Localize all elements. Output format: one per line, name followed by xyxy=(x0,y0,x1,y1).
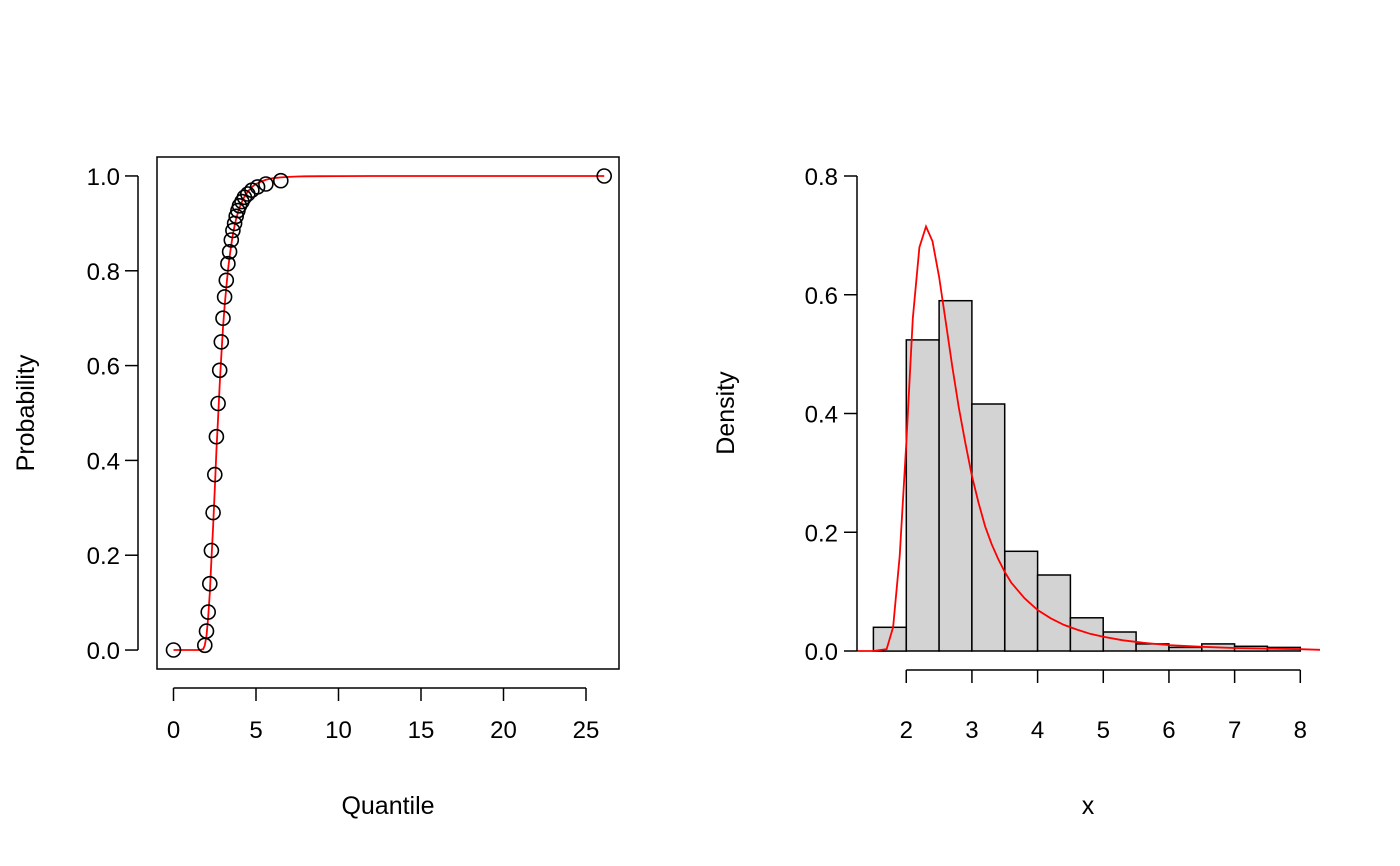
histogram-y-axis: 0.0 0.2 0.4 0.6 0.8 xyxy=(805,164,858,666)
histogram-bar xyxy=(905,339,940,652)
cdf-point xyxy=(231,198,248,214)
histogram-y-tick-label: 0.6 xyxy=(805,283,838,310)
histogram-bar xyxy=(1069,617,1104,652)
histogram-panel: 2 3 4 5 6 7 8 0.0 0.2 0.4 0.6 0.8 x Density xyxy=(712,164,1321,820)
cdf-point xyxy=(596,168,613,184)
histogram-x-tick-label: 3 xyxy=(965,717,978,744)
cdf-panel: 0 5 10 15 20 25 0.0 0.2 0.4 0.6 0.8 1.0 Quantile P… xyxy=(12,156,620,820)
cdf-point xyxy=(221,244,238,260)
cdf-fitted-curve xyxy=(173,175,605,651)
histogram-x-tick-label: 5 xyxy=(1097,717,1110,744)
histogram-bar xyxy=(1168,646,1203,652)
cdf-point xyxy=(258,176,274,192)
cdf-y-tick-label: 0.2 xyxy=(87,543,120,570)
cdf-points-series xyxy=(165,168,613,658)
histogram-x-tick-label: 4 xyxy=(1031,717,1044,744)
histogram-x-tick-label: 2 xyxy=(900,717,913,744)
cdf-y-axis: 0.0 0.2 0.4 0.6 0.8 1.0 xyxy=(87,164,139,665)
histogram-x-tick-label: 7 xyxy=(1228,717,1241,744)
cdf-point xyxy=(213,334,230,350)
cdf-point xyxy=(203,542,220,559)
cdf-point xyxy=(216,289,233,305)
cdf-y-tick-label: 1.0 xyxy=(87,164,120,191)
cdf-y-tick-label: 0.0 xyxy=(87,638,120,665)
histogram-bar xyxy=(971,403,1006,652)
cdf-point xyxy=(205,504,221,521)
cdf-x-tick-label: 25 xyxy=(573,717,600,744)
cdf-x-tick-label: 0 xyxy=(167,717,180,744)
cdf-x-axis: 0 5 10 15 20 25 xyxy=(167,687,600,744)
histogram-bar xyxy=(938,299,973,652)
cdf-curve-series xyxy=(173,175,605,651)
cdf-point xyxy=(211,362,228,379)
cdf-y-tick-label: 0.8 xyxy=(87,259,120,286)
cdf-point xyxy=(225,222,241,239)
density-curve xyxy=(857,223,1321,652)
cdf-point xyxy=(249,179,266,195)
histogram-x-axis-label: x xyxy=(1082,792,1095,820)
cdf-point xyxy=(165,642,182,658)
cdf-y-tick-label: 0.4 xyxy=(87,448,120,475)
cdf-x-tick-label: 15 xyxy=(408,717,435,744)
histogram-bars xyxy=(872,299,1302,652)
cdf-point xyxy=(207,466,223,483)
cdf-x-axis-label: Quantile xyxy=(341,792,434,820)
density-curve-series xyxy=(857,223,1321,652)
cdf-plot-box xyxy=(156,156,620,670)
histogram-y-tick-label: 0.2 xyxy=(805,520,838,547)
histogram-x-tick-label: 6 xyxy=(1162,717,1175,744)
cdf-point xyxy=(218,272,235,289)
histogram-x-axis: 2 3 4 5 6 7 8 xyxy=(900,669,1307,744)
cdf-y-tick-label: 0.6 xyxy=(87,354,120,381)
cdf-point xyxy=(215,310,231,327)
cdf-y-axis-label: Probability xyxy=(12,354,40,471)
cdf-point xyxy=(220,255,236,272)
histogram-bar xyxy=(1004,550,1039,652)
histogram-y-axis-label: Density xyxy=(712,371,740,455)
histogram-x-tick-label: 8 xyxy=(1294,717,1307,744)
cdf-x-tick-label: 20 xyxy=(490,717,517,744)
cdf-point xyxy=(210,395,226,412)
histogram-y-tick-label: 0.4 xyxy=(805,402,838,429)
cdf-point xyxy=(198,623,215,639)
cdf-x-tick-label: 5 xyxy=(249,717,262,744)
histogram-y-tick-label: 0.0 xyxy=(805,639,838,666)
cdf-point xyxy=(202,575,218,592)
cdf-point xyxy=(223,232,240,248)
histogram-y-tick-label: 0.8 xyxy=(805,164,838,191)
cdf-point xyxy=(200,604,216,620)
cdf-point xyxy=(208,428,225,445)
cdf-x-tick-label: 10 xyxy=(325,717,352,744)
cdf-point xyxy=(272,172,289,189)
